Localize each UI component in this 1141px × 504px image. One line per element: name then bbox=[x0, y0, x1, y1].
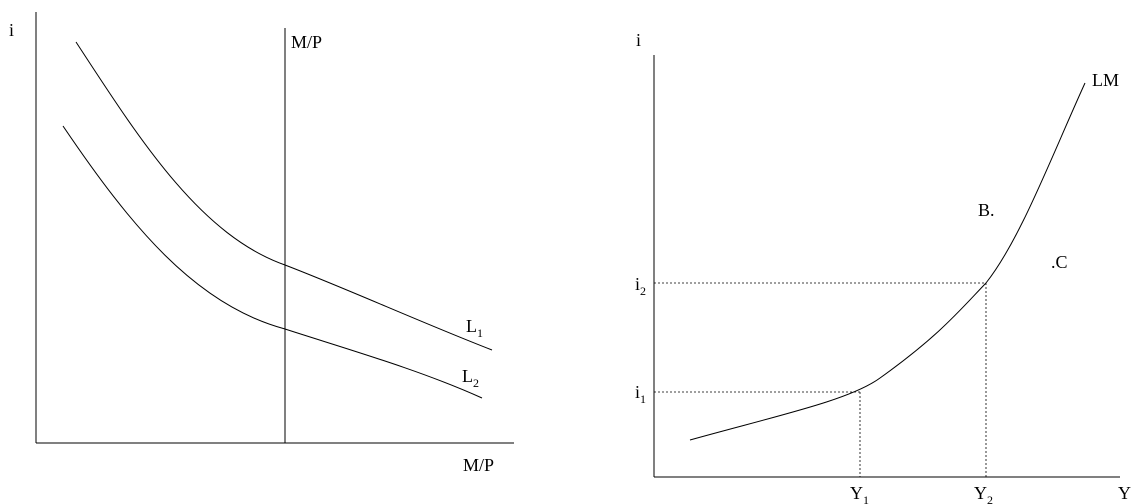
lm-panel: i Y LM B. .C i2 i1 Y1 Y2 bbox=[635, 30, 1131, 504]
y2-tick-label: Y2 bbox=[974, 483, 993, 504]
i1-tick-label: i1 bbox=[635, 382, 646, 406]
money-supply-label: M/P bbox=[291, 32, 322, 52]
right-x-axis-label: Y bbox=[1118, 483, 1131, 503]
curve-l1-label: L1 bbox=[466, 316, 483, 340]
lm-curve-label: LM bbox=[1092, 70, 1119, 90]
y1-tick-label: Y1 bbox=[850, 483, 869, 504]
money-market-panel: i M/P M/P L1 L2 bbox=[9, 12, 514, 475]
i2-tick-label: i2 bbox=[635, 274, 646, 298]
left-y-axis-label: i bbox=[9, 20, 14, 40]
lm-curve bbox=[689, 82, 1086, 441]
right-y-axis-label: i bbox=[636, 30, 641, 50]
point-b-label: B. bbox=[978, 200, 995, 220]
money-demand-curve-l2 bbox=[62, 125, 483, 399]
left-x-axis-label: M/P bbox=[463, 455, 494, 475]
curve-l2-label: L2 bbox=[462, 366, 479, 390]
point-c-label: .C bbox=[1051, 252, 1068, 272]
money-demand-curve-l1 bbox=[75, 41, 493, 351]
